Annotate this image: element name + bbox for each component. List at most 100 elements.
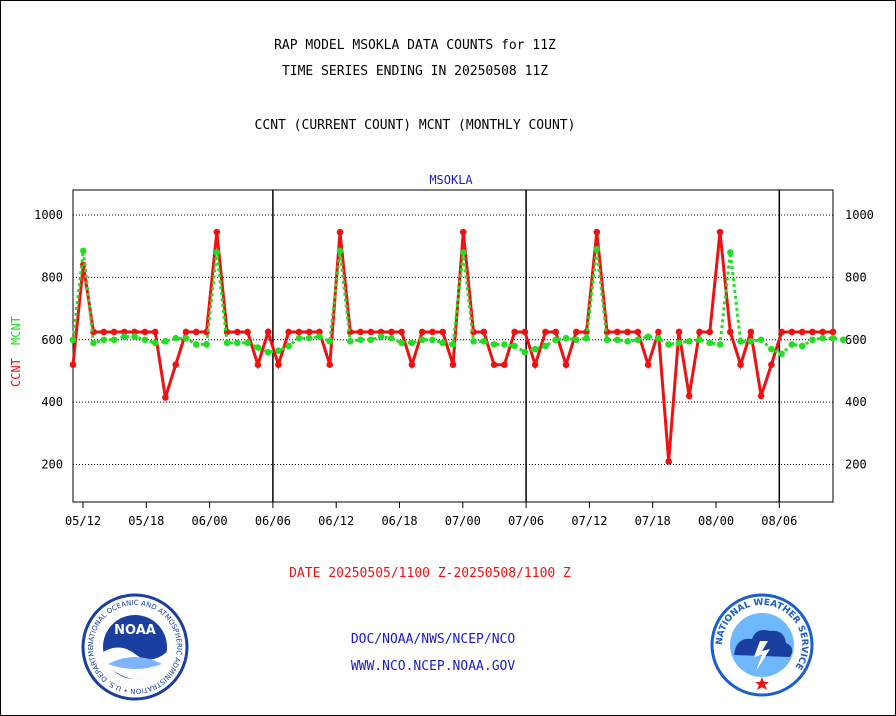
- data-point-mcnt: [634, 336, 642, 344]
- data-point-mcnt: [839, 336, 847, 344]
- data-point-ccnt: [439, 328, 447, 336]
- data-point-ccnt: [490, 361, 498, 369]
- chart-title-line-1: RAP MODEL MSOKLA DATA COUNTS for 11Z: [274, 38, 556, 53]
- data-point-mcnt: [726, 249, 734, 256]
- data-point-ccnt: [819, 328, 827, 336]
- data-point-mcnt: [285, 342, 292, 350]
- data-point-mcnt: [614, 336, 621, 344]
- data-point-ccnt: [778, 328, 785, 336]
- noaa-logo-text: NOAA: [114, 623, 156, 638]
- data-point-ccnt: [685, 392, 693, 400]
- data-point-mcnt: [182, 334, 190, 342]
- data-point-mcnt: [388, 334, 395, 342]
- data-point-ccnt: [798, 328, 806, 336]
- data-point-mcnt: [408, 339, 416, 347]
- data-point-mcnt: [829, 334, 837, 342]
- data-point-ccnt: [398, 328, 405, 336]
- data-point-ccnt: [244, 328, 251, 336]
- data-point-mcnt: [151, 339, 159, 347]
- data-point-mcnt: [295, 334, 303, 342]
- data-point-ccnt: [480, 328, 488, 336]
- x-tick-label: 07/00: [445, 514, 481, 528]
- data-point-mcnt: [583, 334, 590, 342]
- chart-title-line-2: TIME SERIES ENDING IN 20250508 11Z: [281, 64, 549, 79]
- data-point-ccnt: [418, 328, 426, 336]
- data-point-ccnt: [264, 328, 272, 336]
- data-point-mcnt: [162, 338, 169, 345]
- data-point-ccnt: [172, 361, 180, 369]
- y-tick-label-right: 200: [845, 458, 867, 472]
- data-point-mcnt: [768, 345, 775, 353]
- data-point-mcnt: [79, 247, 87, 255]
- data-point-mcnt: [131, 333, 138, 340]
- y-tick-label-right: 400: [845, 395, 867, 409]
- data-point-ccnt: [614, 328, 621, 336]
- data-point-ccnt: [100, 328, 108, 336]
- y-tick-label-right: 600: [845, 333, 867, 347]
- data-point-ccnt: [542, 328, 549, 336]
- data-point-mcnt: [716, 341, 724, 348]
- data-point-mcnt: [377, 333, 385, 340]
- data-point-ccnt: [408, 361, 416, 369]
- noaa-logo: NATIONAL OCEANIC AND ATMOSPHERIC ADMINIS…: [80, 592, 189, 701]
- footer-website-link[interactable]: WWW.NCO.NCEP.NOAA.GOV: [350, 659, 516, 674]
- data-point-mcnt: [110, 336, 118, 344]
- data-point-ccnt: [316, 328, 323, 336]
- data-point-ccnt: [634, 328, 642, 336]
- data-point-mcnt: [213, 249, 221, 256]
- data-point-mcnt: [275, 347, 282, 354]
- data-point-ccnt: [285, 328, 292, 336]
- data-point-ccnt: [706, 328, 714, 336]
- data-point-ccnt: [131, 328, 138, 336]
- data-point-ccnt: [162, 394, 169, 401]
- data-point-mcnt: [737, 338, 744, 345]
- data-point-ccnt: [788, 328, 796, 336]
- data-point-ccnt: [696, 328, 703, 336]
- data-point-mcnt: [685, 338, 693, 345]
- x-tick-label: 07/18: [635, 514, 671, 528]
- data-point-ccnt: [326, 361, 334, 369]
- data-point-mcnt: [809, 336, 816, 344]
- footer-org-path[interactable]: DOC/NOAA/NWS/NCEP/NCO: [350, 632, 516, 647]
- data-point-ccnt: [716, 228, 724, 236]
- data-point-ccnt: [531, 361, 539, 369]
- data-point-ccnt: [655, 328, 662, 336]
- data-point-mcnt: [459, 249, 467, 256]
- data-point-mcnt: [511, 342, 518, 350]
- data-point-mcnt: [706, 339, 714, 347]
- x-tick-label: 07/12: [571, 514, 607, 528]
- data-point-mcnt: [172, 334, 180, 342]
- y-tick-label-right: 1000: [845, 208, 874, 222]
- x-tick-label: 06/18: [381, 514, 417, 528]
- data-point-mcnt: [254, 344, 262, 351]
- data-point-mcnt: [572, 336, 580, 344]
- x-tick-label: 06/00: [192, 514, 228, 528]
- data-point-ccnt: [234, 328, 241, 336]
- x-tick-label: 06/12: [318, 514, 354, 528]
- data-point-mcnt: [121, 333, 128, 340]
- data-point-mcnt: [305, 334, 313, 342]
- data-point-ccnt: [192, 328, 200, 336]
- data-point-mcnt: [223, 339, 231, 347]
- data-point-mcnt: [562, 334, 570, 342]
- data-point-ccnt: [829, 328, 837, 336]
- data-point-ccnt: [336, 228, 344, 236]
- data-point-mcnt: [326, 338, 334, 345]
- data-point-mcnt: [69, 336, 77, 344]
- data-point-ccnt: [644, 361, 652, 369]
- data-point-mcnt: [542, 342, 549, 350]
- data-point-ccnt: [357, 328, 364, 336]
- data-point-ccnt: [254, 361, 262, 369]
- y-tick-label-left: 800: [41, 270, 63, 284]
- data-point-mcnt: [593, 245, 601, 253]
- data-point-mcnt: [244, 339, 251, 347]
- data-point-ccnt: [572, 328, 580, 336]
- data-point-ccnt: [151, 328, 159, 336]
- data-point-ccnt: [69, 361, 77, 369]
- data-point-mcnt: [624, 338, 631, 345]
- y-tick-label-left: 600: [41, 333, 63, 347]
- data-point-mcnt: [552, 336, 560, 344]
- data-point-ccnt: [110, 328, 118, 336]
- data-point-ccnt: [501, 361, 508, 369]
